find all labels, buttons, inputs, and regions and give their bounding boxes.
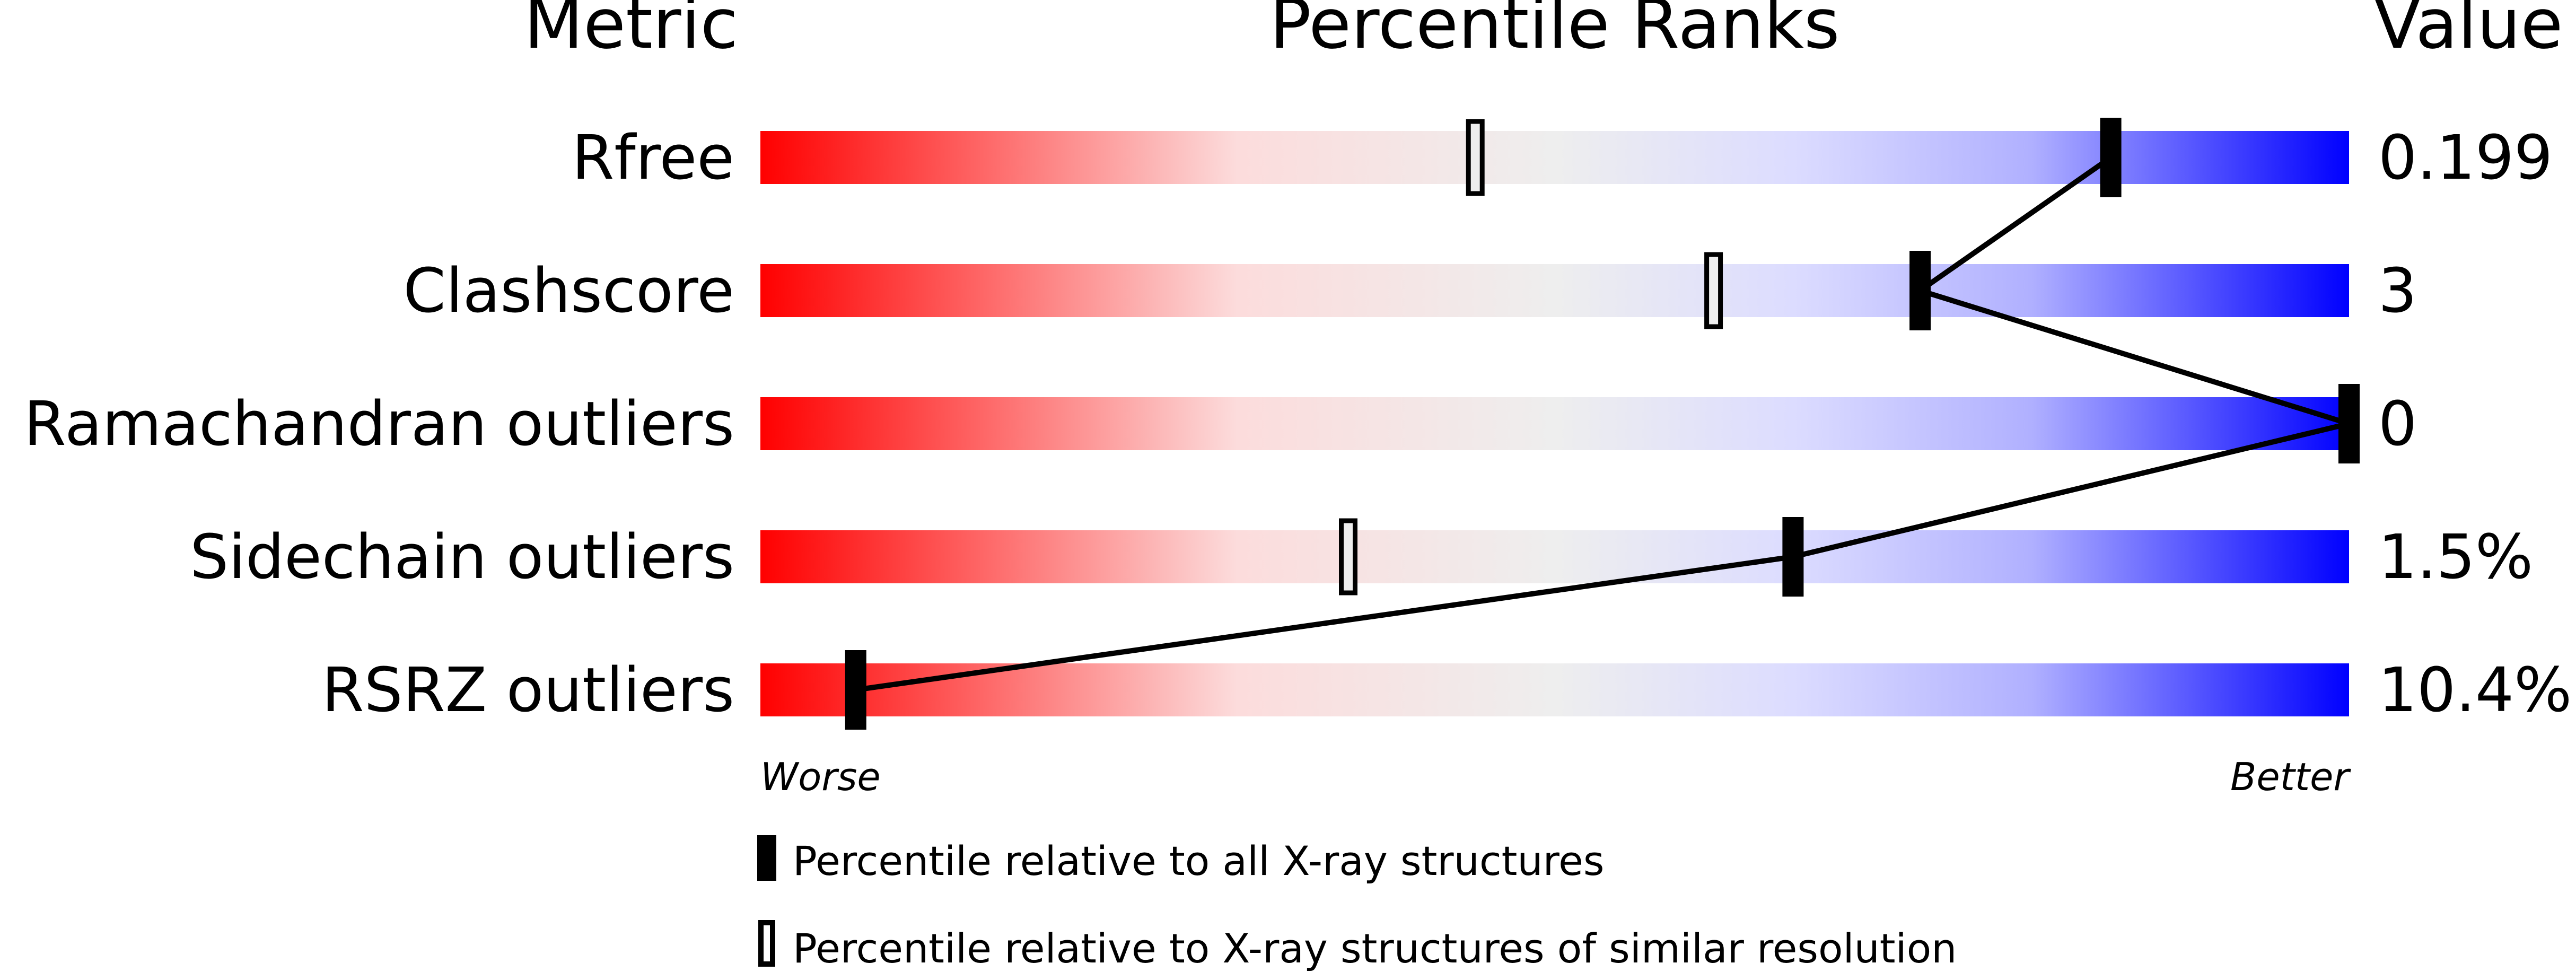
header-value: Value (2374, 0, 2563, 64)
metric-value: 0.199 (2378, 122, 2553, 194)
all-structures-marker (2338, 384, 2360, 463)
all-structures-marker (1782, 517, 1804, 597)
metric-value: 10.4% (2378, 655, 2572, 726)
percentile-bar (760, 264, 2349, 317)
all-structures-marker (1909, 251, 1931, 330)
metric-value: 0 (2378, 389, 2417, 460)
metric-value: 3 (2378, 256, 2417, 327)
metric-label: RSRZ outliers (322, 655, 734, 726)
percentile-bar (760, 530, 2349, 583)
metric-label: Sidechain outliers (190, 522, 734, 593)
percentile-bar (760, 663, 2349, 716)
legend-label-all: Percentile relative to all X-ray structu… (793, 837, 1605, 885)
legend-open-marker (758, 920, 775, 967)
metric-label: Ramachandran outliers (24, 389, 734, 460)
metric-label: Rfree (572, 122, 734, 194)
legend-label-similar: Percentile relative to X-ray structures … (793, 925, 1957, 972)
worse-label: Worse (760, 755, 881, 799)
header-metric: Metric (524, 0, 738, 64)
metric-label: Clashscore (403, 256, 734, 327)
similar-resolution-marker (1704, 252, 1723, 329)
all-structures-marker (2100, 118, 2122, 197)
similar-resolution-marker (1466, 119, 1485, 196)
all-structures-marker (845, 650, 866, 730)
percentile-bar (760, 397, 2349, 450)
legend-filled-marker (757, 835, 776, 881)
better-label: Better (2230, 755, 2351, 799)
metric-value: 1.5% (2378, 522, 2533, 593)
chart-title: Percentile Ranks (1269, 0, 1839, 64)
similar-resolution-marker (1339, 518, 1358, 596)
